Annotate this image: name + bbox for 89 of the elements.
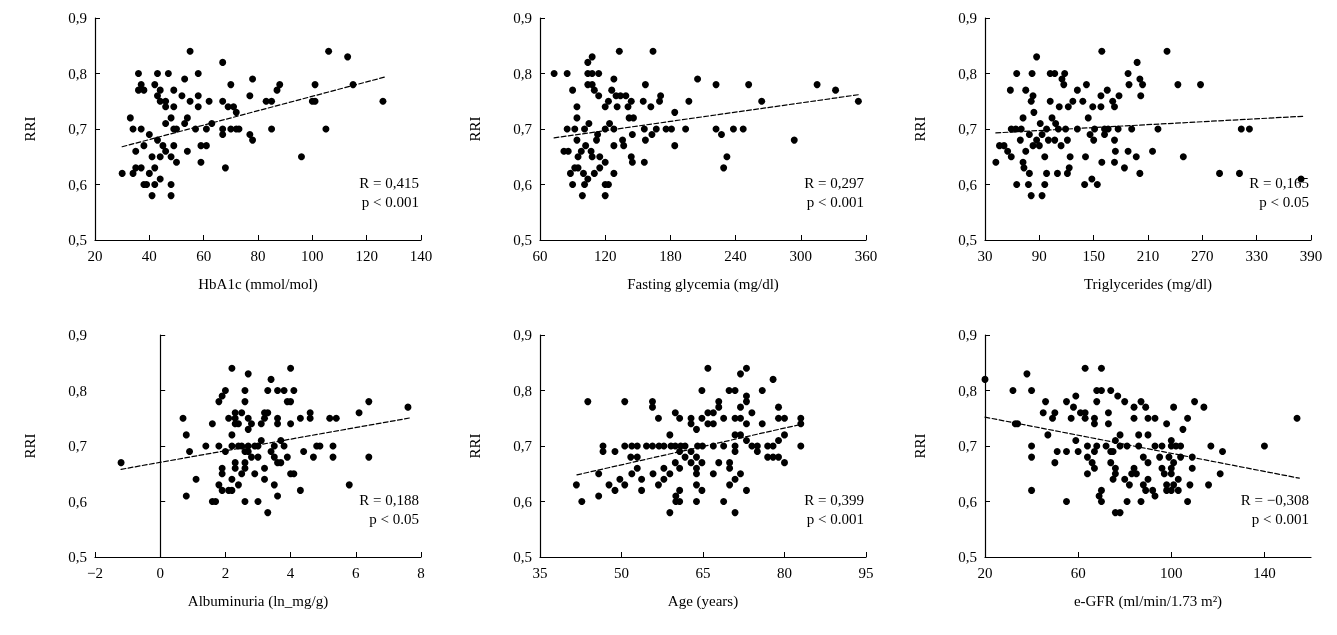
x-axis-title: HbA1c (mmol/mol) — [198, 275, 318, 293]
annotation: p < 0.001 — [806, 510, 865, 527]
x-tick-label: 100 — [1160, 564, 1183, 581]
y-tick-label: 0,9 — [958, 327, 977, 343]
x-tick-label: 300 — [789, 247, 813, 264]
y-tick-label: 0,6 — [958, 493, 978, 510]
x-axis-title: e-GFR (ml/min/1.73 m²) — [1073, 592, 1223, 610]
y-tick-label: 0,5 — [68, 549, 87, 565]
y-tick-label: 0,8 — [958, 65, 977, 82]
y-axis-title: RRI — [466, 116, 483, 142]
y-tick-label: 0,5 — [513, 549, 532, 565]
x-tick-label: 80 — [777, 564, 792, 581]
annotation: R = −0,308 — [1240, 491, 1310, 508]
x-tick-label: 60 — [1070, 564, 1086, 581]
y-tick-label: 0,9 — [513, 10, 532, 26]
y-tick-label: 0,6 — [68, 493, 88, 510]
x-tick-label: 6 — [352, 564, 361, 581]
x-tick-label: 65 — [695, 564, 711, 581]
x-tick-label: 40 — [141, 247, 157, 264]
y-tick-label: 0,5 — [958, 549, 977, 565]
y-tick-label: 0,9 — [958, 10, 977, 26]
x-tick-label: 0 — [156, 564, 164, 581]
x-tick-label: 20 — [87, 247, 103, 264]
y-tick-label: 0,6 — [513, 176, 533, 193]
y-axis-title: RRI — [911, 433, 928, 459]
y-axis-title: RRI — [21, 433, 38, 459]
x-tick-label: 2 — [221, 564, 230, 581]
x-axis-title: Age (years) — [667, 592, 739, 610]
x-tick-label: 100 — [301, 247, 324, 264]
x-axis-title: Triglycerides (mg/dl) — [1083, 275, 1213, 293]
y-axis-title: RRI — [911, 116, 928, 142]
annotation: p < 0.001 — [361, 193, 420, 210]
annotation: p < 0.05 — [1259, 193, 1310, 210]
y-tick-label: 0,6 — [513, 493, 533, 510]
y-tick-label: 0,7 — [513, 438, 533, 454]
x-tick-label: 90 — [1031, 247, 1047, 264]
annotation: R = 0,399 — [804, 491, 864, 508]
annotation: p < 0.001 — [1251, 510, 1310, 527]
y-axis-title: RRI — [466, 433, 483, 459]
y-tick-label: 0,6 — [958, 176, 978, 193]
x-tick-label: 150 — [1082, 247, 1105, 264]
annotation: p < 0.001 — [806, 193, 865, 210]
x-axis-title: Albuminuria (ln_mg/g) — [187, 592, 329, 610]
x-tick-label: 50 — [614, 564, 629, 581]
x-tick-label: 4 — [286, 564, 295, 581]
x-tick-label: 240 — [724, 247, 747, 264]
x-tick-label: 35 — [532, 564, 548, 581]
y-tick-label: 0,9 — [68, 327, 87, 343]
y-tick-label: 0,8 — [513, 65, 532, 82]
annotation: R = 0,297 — [804, 174, 865, 191]
y-tick-label: 0,8 — [958, 382, 977, 399]
x-tick-label: 120 — [355, 247, 378, 264]
y-tick-label: 0,7 — [513, 121, 533, 137]
x-tick-label: 60 — [196, 247, 212, 264]
y-tick-label: 0,9 — [513, 327, 532, 343]
annotation: R = 0,188 — [359, 491, 419, 508]
x-tick-label: −2 — [87, 564, 103, 581]
x-tick-label: 180 — [659, 247, 682, 264]
x-tick-label: 330 — [1245, 247, 1268, 264]
y-tick-label: 0,7 — [68, 121, 88, 137]
x-axis-title: Fasting glycemia (mg/dl) — [627, 275, 779, 293]
annotation: p < 0.05 — [369, 510, 420, 527]
x-tick-label: 140 — [409, 247, 433, 264]
x-tick-label: 95 — [858, 564, 874, 581]
y-tick-label: 0,8 — [68, 382, 87, 399]
x-tick-label: 140 — [1253, 564, 1276, 581]
y-tick-label: 0,7 — [958, 121, 978, 137]
x-tick-label: 390 — [1299, 247, 1323, 264]
x-tick-label: 8 — [417, 564, 425, 581]
x-tick-label: 360 — [854, 247, 878, 264]
y-tick-label: 0,5 — [958, 232, 977, 248]
y-tick-label: 0,8 — [513, 382, 532, 399]
y-axis-title: RRI — [21, 116, 38, 142]
x-tick-label: 30 — [977, 247, 993, 264]
annotation: R = 0,165 — [1249, 174, 1309, 191]
x-tick-label: 210 — [1136, 247, 1160, 264]
y-tick-label: 0,8 — [68, 65, 87, 82]
y-tick-label: 0,7 — [68, 438, 88, 454]
y-tick-label: 0,7 — [958, 438, 978, 454]
x-tick-label: 270 — [1191, 247, 1214, 264]
y-tick-label: 0,5 — [68, 232, 87, 248]
y-tick-label: 0,5 — [513, 232, 532, 248]
annotation: R = 0,415 — [359, 174, 419, 191]
x-tick-label: 20 — [977, 564, 993, 581]
x-tick-label: 120 — [593, 247, 617, 264]
x-tick-label: 80 — [250, 247, 266, 264]
x-tick-label: 60 — [532, 247, 548, 264]
y-tick-label: 0,9 — [68, 10, 87, 26]
y-tick-label: 0,6 — [68, 176, 88, 193]
